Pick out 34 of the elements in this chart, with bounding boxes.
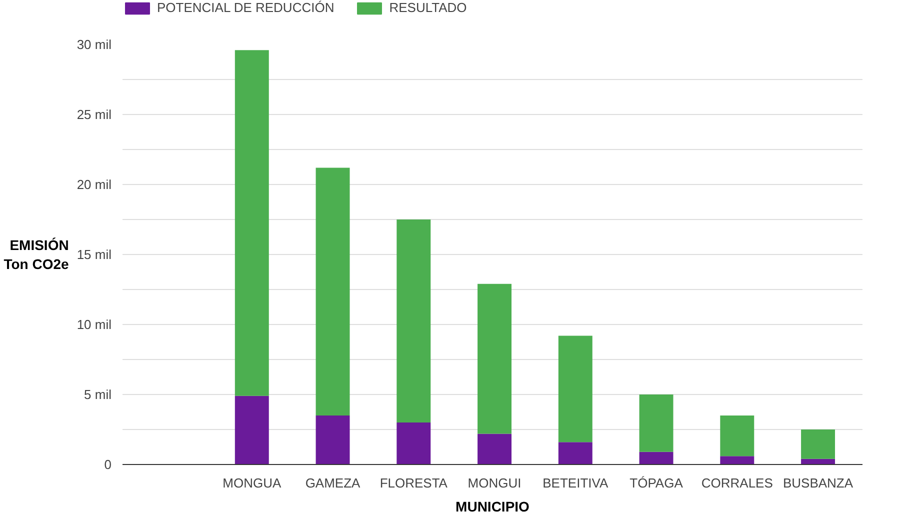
x-tick-label: BETEITIVA bbox=[542, 476, 608, 490]
x-tick-label: MONGUI bbox=[468, 476, 522, 490]
bar bbox=[396, 220, 431, 422]
x-axis-title: MUNICIPIO bbox=[456, 498, 530, 514]
bar bbox=[639, 452, 674, 464]
bar bbox=[478, 434, 512, 464]
x-tick-label: MONGUA bbox=[222, 476, 282, 490]
bar bbox=[316, 416, 350, 464]
bar bbox=[234, 50, 269, 396]
bar bbox=[558, 442, 592, 464]
bar bbox=[639, 394, 674, 452]
bar bbox=[801, 430, 836, 459]
bar bbox=[396, 422, 431, 464]
y-tick-label: 0 bbox=[104, 457, 112, 472]
y-tick-label: 10 mil bbox=[76, 317, 112, 332]
bar bbox=[478, 284, 512, 434]
bar bbox=[316, 168, 350, 416]
x-tick-label: CORRALES bbox=[701, 476, 774, 490]
bar bbox=[558, 336, 592, 442]
y-tick-label: 20 mil bbox=[76, 177, 112, 192]
x-tick-label: FLORESTA bbox=[380, 476, 448, 490]
bar bbox=[234, 396, 269, 464]
x-tick-label: TÓPAGA bbox=[630, 476, 684, 490]
x-tick-label: BUSBANZA bbox=[782, 476, 854, 490]
y-tick-label: 5 mil bbox=[84, 387, 112, 402]
x-tick-label: GAMEZA bbox=[305, 476, 361, 490]
y-tick-label: 15 mil bbox=[76, 247, 112, 262]
legend-label: RESULTADO bbox=[389, 0, 467, 15]
y-tick-label: 25 mil bbox=[76, 107, 112, 122]
y-axis-title: EMISIÓN Ton CO2e bbox=[4, 236, 70, 272]
bar bbox=[720, 416, 754, 456]
y-tick-label: 30 mil bbox=[76, 37, 112, 52]
bar bbox=[720, 456, 754, 464]
legend-label: POTENCIAL DE REDUCCIÓN bbox=[157, 0, 334, 15]
